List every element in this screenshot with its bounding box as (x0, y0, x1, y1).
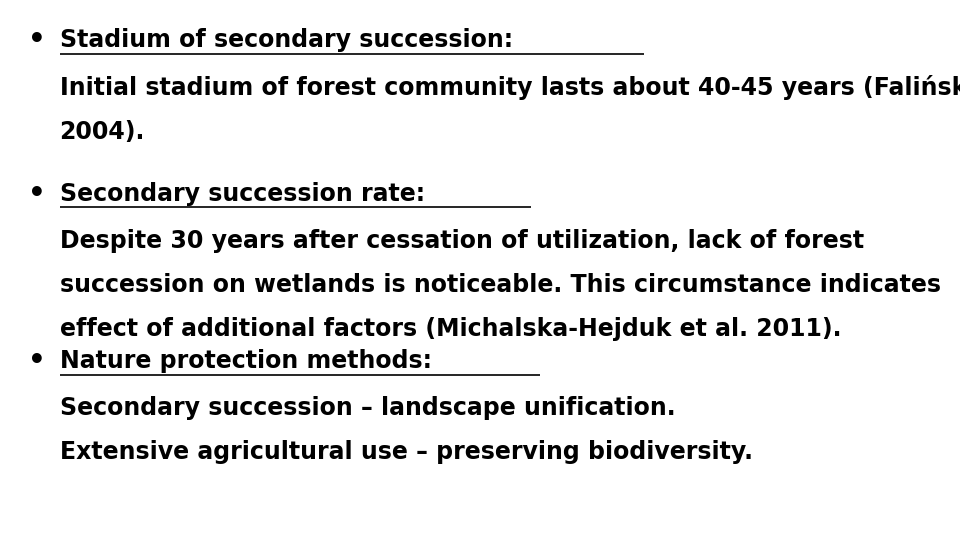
Text: Extensive agricultural use – preserving biodiversity.: Extensive agricultural use – preserving … (60, 440, 753, 464)
Text: Secondary succession rate:: Secondary succession rate: (60, 182, 424, 206)
Text: effect of additional factors (Michalska-Hejduk et al. 2011).: effect of additional factors (Michalska-… (60, 317, 841, 341)
Text: 2004).: 2004). (60, 120, 145, 143)
Text: Secondary succession – landscape unification.: Secondary succession – landscape unifica… (60, 396, 675, 420)
Text: succession on wetlands is noticeable. This circumstance indicates: succession on wetlands is noticeable. Th… (60, 273, 941, 297)
Text: Stadium of secondary succession:: Stadium of secondary succession: (60, 29, 513, 52)
Text: •: • (28, 180, 45, 208)
Text: •: • (28, 26, 45, 54)
Text: Despite 30 years after cessation of utilization, lack of forest: Despite 30 years after cessation of util… (60, 229, 864, 253)
Text: Initial stadium of forest community lasts about 40-45 years (Falińska: Initial stadium of forest community last… (60, 75, 960, 100)
Text: Nature protection methods:: Nature protection methods: (60, 349, 431, 373)
Text: •: • (28, 347, 45, 375)
